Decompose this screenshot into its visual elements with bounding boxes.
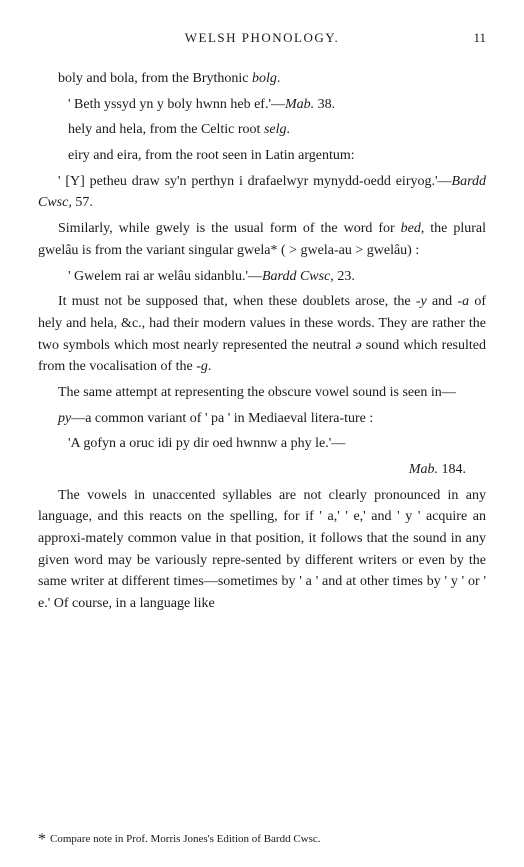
text: ' Beth yssyd yn y boly hwnn heb ef.'— <box>68 97 285 112</box>
quote-line: ' Gwelem rai ar welâu sidanblu.'—Bardd C… <box>38 266 486 288</box>
page-header: WELSH PHONOLOGY. 11 <box>38 30 486 46</box>
text: —a common variant of ' pa ' in Mediaeval… <box>71 411 373 426</box>
text: . <box>277 71 281 86</box>
text: 184. <box>438 462 466 477</box>
text: 'A gofyn a oruc idi py dir oed hwnnw a p… <box>68 436 345 451</box>
text: Similarly, while gwely is the usual form… <box>58 221 401 236</box>
text: 57. <box>72 195 93 210</box>
footnote: * Compare note in Prof. Morris Jones's E… <box>38 831 486 849</box>
text: ' Gwelem rai ar welâu sidanblu.'— <box>68 269 262 284</box>
quote-line: 'A gofyn a oruc idi py dir oed hwnnw a p… <box>38 433 486 455</box>
page-number: 11 <box>473 30 486 46</box>
text: . <box>208 359 212 374</box>
text: . <box>287 122 291 137</box>
citation: Mab. <box>409 462 438 477</box>
text: eiry and eira, from the root seen in Lat… <box>68 148 355 163</box>
citation: Bardd Cwsc, <box>262 269 334 284</box>
body-paragraph: The vowels in unaccented syllables are n… <box>38 485 486 615</box>
text: hely and hela, from the Celtic root <box>68 122 264 137</box>
quote-line: ' Beth yssyd yn y boly hwnn heb ef.'—Mab… <box>38 94 486 116</box>
body-paragraph: It must not be supposed that, when these… <box>38 291 486 378</box>
citation: Mab. <box>285 97 314 112</box>
text: It must not be supposed that, when these… <box>58 294 421 309</box>
citation-line: Mab. 184. <box>38 459 486 481</box>
body-line: hely and hela, from the Celtic root selg… <box>38 119 486 141</box>
quote-line: ' [Y] petheu draw sy'n perthyn i drafael… <box>38 171 486 214</box>
text: 23. <box>334 269 355 284</box>
body-line: eiry and eira, from the root seen in Lat… <box>38 145 486 167</box>
text: and - <box>427 294 462 309</box>
italic-text: g <box>201 359 208 374</box>
italic-text: bolg <box>252 71 277 86</box>
italic-text: selg <box>264 122 287 137</box>
text: The vowels in unaccented syllables are n… <box>38 488 486 611</box>
italic-text: bed <box>401 221 421 236</box>
body-line: py—a common variant of ' pa ' in Mediaev… <box>38 408 486 430</box>
footnote-text: Compare note in Prof. Morris Jones's Edi… <box>50 833 321 845</box>
text: The same attempt at representing the obs… <box>58 385 456 400</box>
footnote-marker: * <box>38 831 50 848</box>
text: boly and bola, from the Brythonic <box>58 71 252 86</box>
body-line: boly and bola, from the Brythonic bolg. <box>38 68 486 90</box>
text: ' [Y] petheu draw sy'n perthyn i drafael… <box>58 174 452 189</box>
body-paragraph: The same attempt at representing the obs… <box>38 382 486 404</box>
header-title: WELSH PHONOLOGY. <box>185 30 339 45</box>
italic-text: py <box>58 411 71 426</box>
body-paragraph: Similarly, while gwely is the usual form… <box>38 218 486 261</box>
text: 38. <box>314 97 335 112</box>
